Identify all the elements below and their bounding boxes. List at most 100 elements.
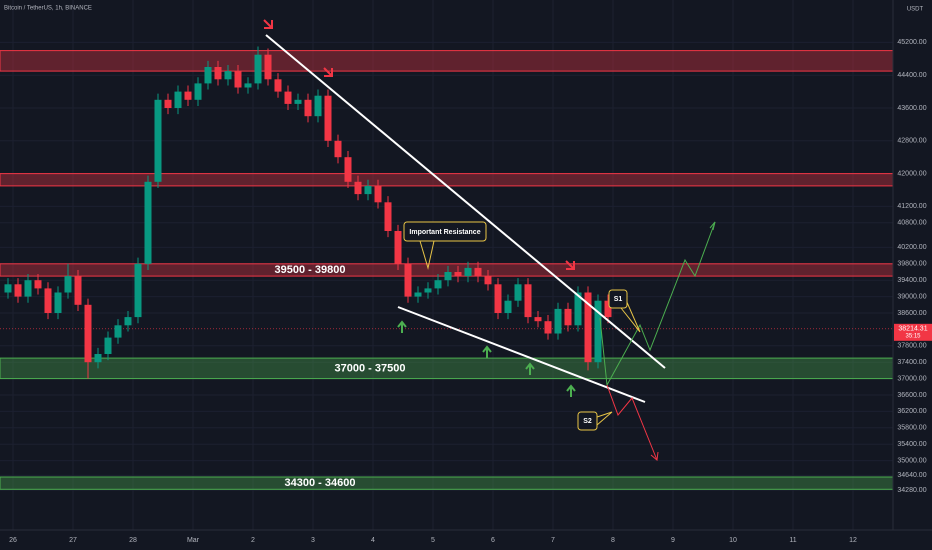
- candle-body: [204, 67, 212, 84]
- candle-body: [534, 317, 542, 322]
- y-tick-label: 43600.00: [897, 105, 926, 112]
- candle-body: [4, 284, 12, 293]
- zone: [0, 476, 894, 490]
- x-tick-label: 27: [69, 537, 77, 544]
- price-axis: [893, 0, 932, 550]
- candle-body: [484, 276, 492, 285]
- candle-body: [574, 292, 582, 326]
- candle-body: [544, 321, 552, 334]
- x-tick-label: 5: [431, 537, 435, 544]
- x-tick-label: 10: [729, 537, 737, 544]
- candle-body: [274, 79, 282, 92]
- last-price: 38214.31: [898, 326, 927, 333]
- projection-down: [606, 384, 658, 461]
- candle-body: [254, 54, 262, 84]
- x-tick-label: 6: [491, 537, 495, 544]
- arrow-head: [709, 221, 716, 231]
- axes: 45200.00 44400.00 43600.00 42800.00 42000.00…: [9, 39, 932, 544]
- candle-body: [594, 300, 602, 363]
- y-tick-label: 39000.00: [897, 293, 926, 300]
- candle-body: [44, 288, 52, 313]
- candle-body: [464, 267, 472, 277]
- zone: [0, 173, 894, 187]
- y-tick-label: 36200.00: [897, 408, 926, 415]
- y-tick-label: 40200.00: [897, 244, 926, 251]
- candle-body: [194, 83, 202, 100]
- y-tick-label: 35400.00: [897, 441, 926, 448]
- x-tick-label: 4: [371, 537, 375, 544]
- x-tick-label: 2: [251, 537, 255, 544]
- candle-body: [104, 337, 112, 354]
- candle-body: [264, 54, 272, 80]
- candle-body: [24, 280, 32, 297]
- trendline: [265, 34, 666, 369]
- candle-body: [494, 284, 502, 313]
- x-tick-label: 8: [611, 537, 615, 544]
- y-tick-label: 34280.00: [897, 487, 926, 494]
- candle-body: [244, 83, 252, 88]
- y-tick-label: 42800.00: [897, 138, 926, 145]
- currency-box: [902, 3, 928, 15]
- callout-tail: [620, 299, 641, 333]
- candle-body: [424, 288, 432, 293]
- arrow: [565, 260, 575, 270]
- y-tick-label: 37800.00: [897, 343, 926, 350]
- candle-body: [84, 304, 92, 363]
- zone-label: 37000 - 37500: [335, 362, 406, 374]
- candle-body: [584, 292, 592, 363]
- annotation: S2: [583, 418, 592, 425]
- arrow: [397, 320, 407, 333]
- candle-body: [334, 140, 342, 158]
- chart-title: Bitcoin / TetherUS, 1h, BINANCE: [4, 6, 92, 12]
- arrow: [263, 19, 273, 29]
- candle-body: [504, 300, 512, 313]
- buy-arrows: [397, 320, 576, 397]
- candle-body: [364, 185, 372, 195]
- candles: [4, 46, 612, 379]
- candle-body: [374, 185, 382, 203]
- callout-tail: [419, 240, 435, 270]
- candle-body: [124, 317, 132, 326]
- candle-body: [64, 276, 72, 293]
- candle-body: [564, 308, 572, 326]
- sell-arrows: [263, 19, 575, 270]
- candle-body: [454, 272, 462, 277]
- x-tick-label: 9: [671, 537, 675, 544]
- zone-label: 39500 - 39800: [275, 264, 346, 276]
- candle-body: [174, 91, 182, 108]
- candle-body: [344, 157, 352, 182]
- zone: [0, 50, 894, 72]
- candle-body: [224, 71, 232, 80]
- annotation: Important Resistance: [409, 229, 480, 236]
- candle-body: [524, 284, 532, 318]
- candle-body: [514, 284, 522, 301]
- arrow: [566, 384, 576, 397]
- candle-body: [404, 263, 412, 297]
- x-tick-label: 11: [789, 537, 796, 544]
- callout-box: [403, 221, 487, 242]
- y-tick-label: 37400.00: [897, 359, 926, 366]
- candle-body: [134, 263, 142, 318]
- candle-body: [384, 202, 392, 231]
- y-tick-label: 35800.00: [897, 425, 926, 432]
- candle-body: [324, 95, 332, 141]
- y-tick-label: 38600.00: [897, 310, 926, 317]
- annotation: S1: [614, 296, 623, 303]
- y-tick-label: 40800.00: [897, 220, 926, 227]
- candle-body: [54, 292, 62, 313]
- y-tick-label: 45200.00: [897, 39, 926, 46]
- x-tick-label: Mar: [187, 537, 200, 544]
- candle-body: [604, 300, 612, 318]
- y-tick-label: 37000.00: [897, 375, 926, 382]
- candle-body: [434, 280, 442, 289]
- candle-body: [414, 292, 422, 297]
- currency: USDT: [907, 7, 924, 13]
- candle-body: [304, 99, 312, 117]
- arrow: [482, 345, 492, 358]
- candle-body: [144, 181, 152, 264]
- candle-body: [354, 181, 362, 195]
- arrow: [323, 67, 333, 77]
- last-price-box: [894, 323, 932, 341]
- y-tick-label: 41200.00: [897, 203, 926, 210]
